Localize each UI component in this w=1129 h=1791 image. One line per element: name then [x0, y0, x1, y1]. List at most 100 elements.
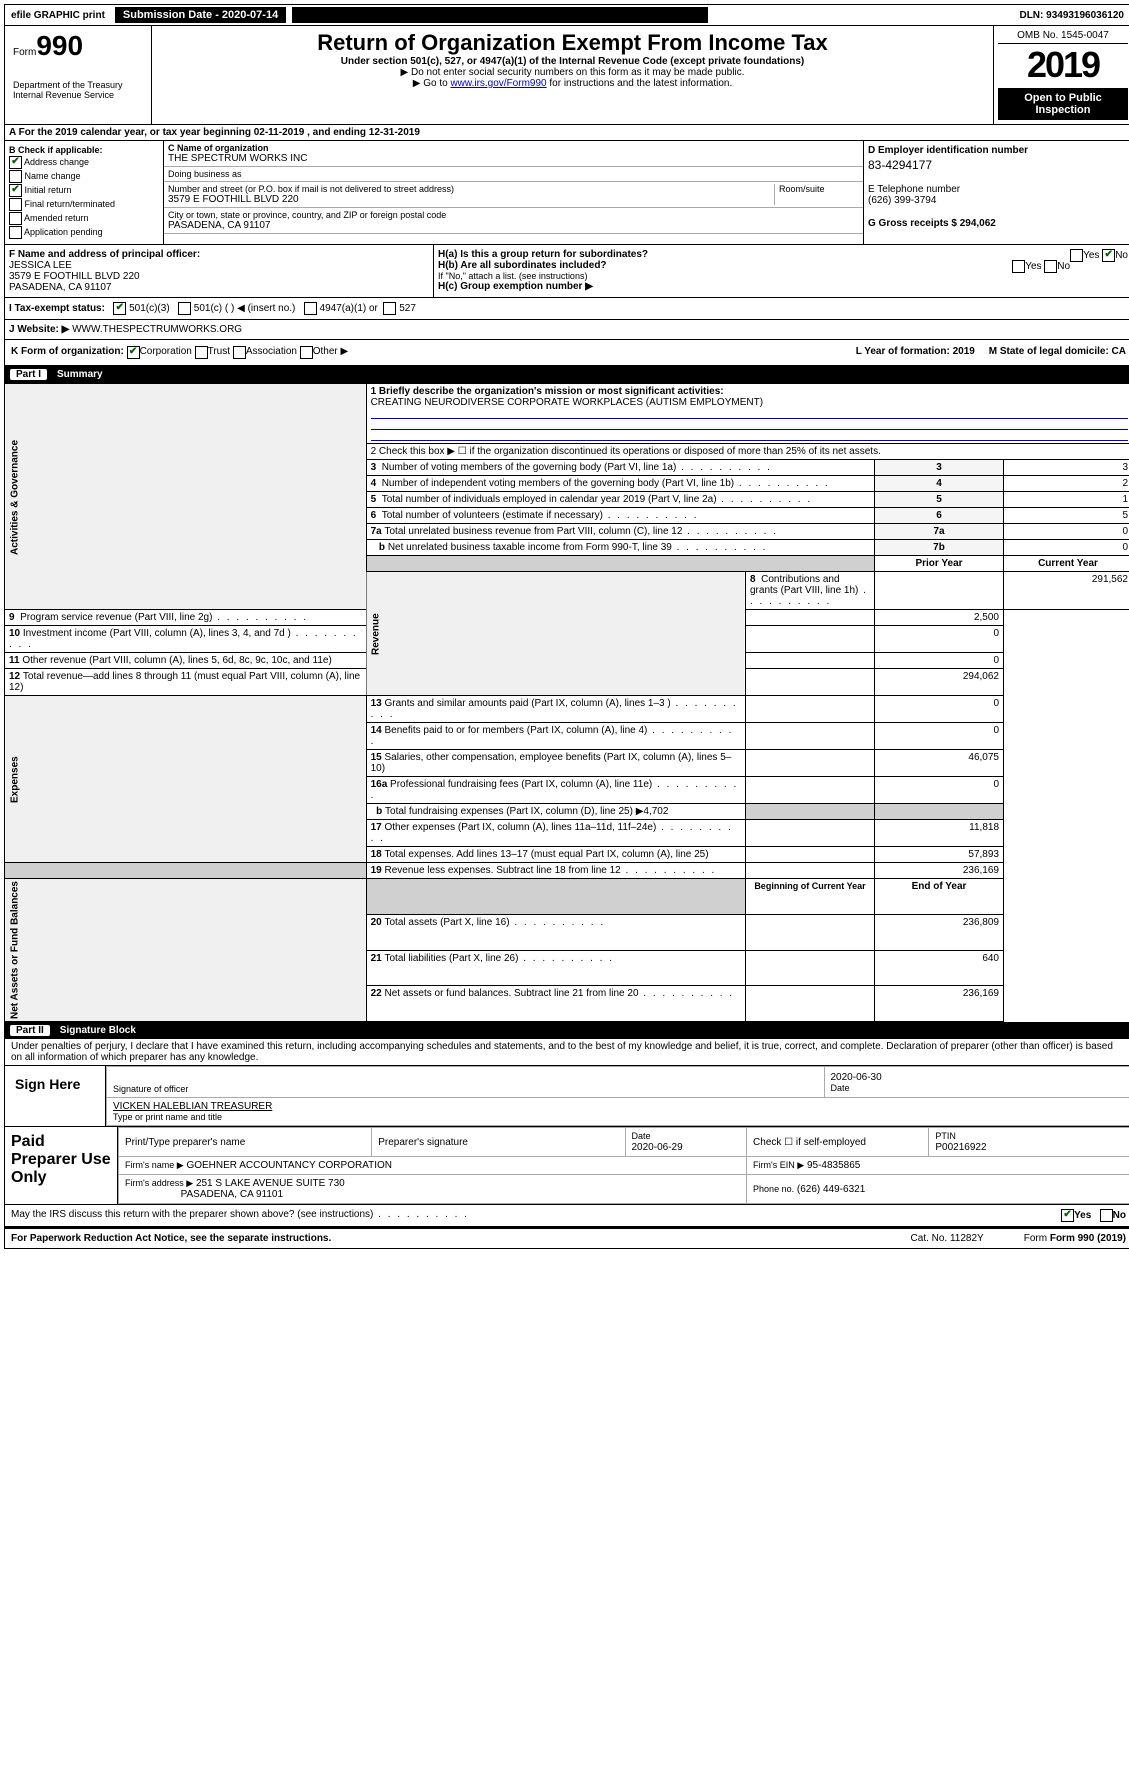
part2-tag: Part II [10, 1025, 50, 1036]
row-fh: F Name and address of principal officer:… [4, 245, 1129, 298]
officer-name-title: VICKEN HALEBLIAN TREASURER [113, 1101, 1125, 1112]
sign-date: 2020-06-30 [831, 1072, 1126, 1083]
org-name-row: C Name of organization THE SPECTRUM WORK… [164, 141, 863, 167]
k-label: K Form of organization: [11, 346, 124, 359]
form-number: 990 [36, 30, 83, 61]
check-application-pending[interactable]: Application pending [9, 226, 159, 239]
note-link: ▶ Go to www.irs.gov/Form990 for instruct… [156, 78, 989, 89]
h-block: H(a) Is this a group return for subordin… [434, 245, 1129, 297]
sign-here-label: Sign Here [5, 1066, 106, 1126]
part2-title: Signature Block [60, 1025, 136, 1036]
table-row: Print/Type preparer's name Preparer's si… [119, 1128, 1129, 1157]
lm-block: L Year of formation: 2019 M State of leg… [856, 346, 1126, 359]
discuss-answer[interactable]: Yes No [1061, 1209, 1126, 1222]
check-4947[interactable] [304, 302, 317, 315]
irs-link[interactable]: www.irs.gov/Form990 [450, 78, 546, 89]
form-prefix: Form [13, 47, 36, 58]
tax-year: 2019 [998, 44, 1128, 86]
ein-value: 83-4294177 [868, 158, 1128, 172]
note2-pre: ▶ Go to [413, 78, 451, 89]
part1-header: Part I Summary [4, 366, 1129, 383]
officer-city: PASADENA, CA 91107 [9, 282, 429, 293]
row-i: I Tax-exempt status: 501(c)(3) 501(c) ( … [4, 298, 1129, 320]
f-label: F Name and address of principal officer: [9, 249, 429, 260]
firm-phone: (626) 449-6321 [797, 1184, 865, 1195]
blank-button[interactable] [292, 7, 708, 23]
ptin-label: PTIN [935, 1131, 956, 1141]
dba-row: Doing business as [164, 167, 863, 182]
top-bar: efile GRAPHIC print Submission Date - 20… [4, 4, 1129, 26]
firm-name: GOEHNER ACCOUNTANCY CORPORATION [186, 1160, 392, 1171]
cat-no: Cat. No. 11282Y [911, 1233, 984, 1244]
form-header: Form990 Department of the Treasury Inter… [4, 26, 1129, 125]
section-a: A For the 2019 calendar year, or tax yea… [4, 125, 1129, 141]
row-klm: K Form of organization: Corporation Trus… [4, 340, 1129, 366]
paid-preparer-block: Paid Preparer Use Only Print/Type prepar… [4, 1127, 1129, 1205]
check-amended[interactable]: Amended return [9, 212, 159, 225]
efile-label[interactable]: efile GRAPHIC print [7, 8, 109, 23]
firm-phone-label: Phone no. [753, 1184, 794, 1194]
note2-post: for instructions and the latest informat… [547, 78, 733, 89]
dba-label: Doing business as [168, 169, 859, 179]
part2-header: Part II Signature Block [4, 1022, 1129, 1039]
summary-table: Activities & Governance 1 Briefly descri… [4, 383, 1129, 1022]
ptin-value: P00216922 [935, 1142, 986, 1153]
opt-other: Other ▶ [313, 346, 348, 359]
officer-street: 3579 E FOOTHILL BLVD 220 [9, 271, 429, 282]
self-employed-check[interactable]: Check ☐ if self-employed [747, 1128, 929, 1157]
firm-ein: 95-4835865 [807, 1160, 860, 1171]
ein-block: D Employer identification number 83-4294… [864, 141, 1129, 244]
hb-row: H(b) Are all subordinates included? Yes … [438, 260, 1128, 271]
opt-527: 527 [399, 303, 416, 314]
phone-value: (626) 399-3794 [868, 195, 1128, 206]
hb-answer[interactable]: Yes No [1012, 260, 1070, 273]
check-corp[interactable] [127, 346, 140, 359]
ha-row: H(a) Is this a group return for subordin… [438, 249, 1128, 260]
check-501c3[interactable] [113, 302, 126, 315]
line1-label: 1 Briefly describe the organization's mi… [371, 386, 724, 397]
side-revenue: Revenue [366, 572, 745, 696]
c-label: C Name of organization [168, 143, 859, 153]
city-label: City or town, state or province, country… [168, 210, 859, 220]
sign-right: Signature of officer 2020-06-30Date VICK… [106, 1066, 1129, 1126]
sig-officer-label: Signature of officer [113, 1084, 818, 1094]
firm-addr2: PASADENA, CA 91101 [181, 1189, 283, 1200]
check-final-return[interactable]: Final return/terminated [9, 198, 159, 211]
firm-ein-label: Firm's EIN ▶ [753, 1160, 804, 1170]
check-name-change[interactable]: Name change [9, 170, 159, 183]
check-other[interactable] [300, 346, 313, 359]
officer-name: JESSICA LEE [9, 260, 429, 271]
check-trust[interactable] [195, 346, 208, 359]
sign-block: Sign Here Signature of officer 2020-06-3… [4, 1066, 1129, 1127]
org-block: C Name of organization THE SPECTRUM WORK… [163, 141, 864, 244]
addr-label: Number and street (or P.O. box if mail i… [168, 184, 774, 194]
table-row: Expenses 13 Grants and similar amounts p… [5, 696, 1129, 723]
side-netassets: Net Assets or Fund Balances [5, 879, 367, 1022]
part1-tag: Part I [10, 369, 47, 380]
check-501c[interactable] [178, 302, 191, 315]
firm-addr1: 251 S LAKE AVENUE SUITE 730 [196, 1178, 345, 1189]
submission-date-button[interactable]: Submission Date - 2020-07-14 [115, 7, 286, 23]
check-527[interactable] [383, 302, 396, 315]
dln-label: DLN: 93493196036120 [1019, 10, 1129, 21]
ha-answer[interactable]: Yes No [1070, 249, 1128, 262]
table-row: Firm's name ▶ GOEHNER ACCOUNTANCY CORPOR… [119, 1157, 1129, 1175]
end-year-header: End of Year [875, 879, 1004, 915]
hc-label: H(c) Group exemption number ▶ [438, 281, 1128, 292]
street-row: Number and street (or P.O. box if mail i… [164, 182, 863, 208]
check-address-change[interactable]: Address change [9, 156, 159, 169]
table-row: 19 Revenue less expenses. Subtract line … [5, 863, 1129, 879]
opt-assoc: Association [246, 346, 297, 359]
footer-row: For Paperwork Reduction Act Notice, see … [4, 1227, 1129, 1249]
part1-title: Summary [57, 369, 103, 380]
check-initial-return[interactable]: Initial return [9, 184, 159, 197]
sign-date-label: Date [831, 1083, 1126, 1093]
block-bcd: B Check if applicable: Address change Na… [4, 141, 1129, 245]
gross-receipts: G Gross receipts $ 294,062 [868, 218, 1128, 229]
tax-year-range: A For the 2019 calendar year, or tax yea… [9, 127, 420, 138]
form-label-cell: Form990 Department of the Treasury Inter… [5, 26, 151, 124]
check-assoc[interactable] [233, 346, 246, 359]
checks-column: B Check if applicable: Address change Na… [5, 141, 163, 244]
prep-sig-label: Preparer's signature [372, 1128, 625, 1157]
open-public-badge: Open to Public Inspection [998, 88, 1128, 120]
